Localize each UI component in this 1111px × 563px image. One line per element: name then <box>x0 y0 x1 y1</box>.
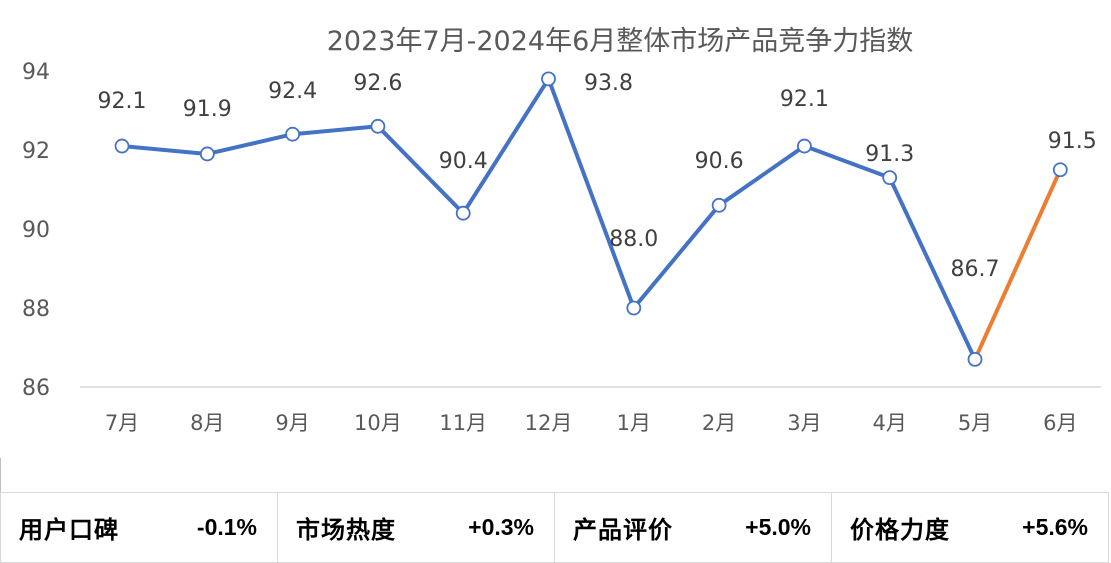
series-lines <box>120 76 1063 362</box>
series-segment <box>120 144 210 156</box>
series-segment <box>717 144 807 208</box>
data-point <box>882 170 898 186</box>
data-label: 88.0 <box>609 227 658 252</box>
data-label: 92.6 <box>353 71 402 96</box>
x-tick-label: 2月 <box>702 411 736 435</box>
metric-product-rating: 产品评价 +5.0% <box>555 493 832 562</box>
data-point <box>967 351 983 367</box>
x-tick-label: 1月 <box>617 411 651 435</box>
y-tick-label: 92 <box>22 139 50 164</box>
y-axis: 86 88 90 92 94 <box>22 60 50 401</box>
data-point <box>114 138 130 154</box>
y-tick-label: 94 <box>22 60 50 85</box>
x-tick-label: 6月 <box>1043 411 1077 435</box>
x-tick-label: 11月 <box>439 411 487 435</box>
x-axis: 7月 8月 9月 10月 11月 12月 1月 2月 3月 4月 5月 6月 <box>105 411 1078 435</box>
metric-label: 产品评价 <box>573 516 673 544</box>
x-tick-label: 7月 <box>105 411 139 435</box>
data-point <box>370 118 386 134</box>
data-label: 92.1 <box>780 87 829 112</box>
metric-user-reputation: 用户口碑 -0.1% <box>0 493 278 562</box>
x-tick-label: 10月 <box>354 411 402 435</box>
x-tick-label: 9月 <box>275 411 309 435</box>
metric-label: 市场热度 <box>296 516 396 544</box>
metric-value: +5.0% <box>745 514 811 540</box>
series-segment <box>887 175 977 362</box>
y-tick-label: 88 <box>22 297 50 322</box>
data-label: 91.5 <box>1048 129 1097 154</box>
chart-area: 2023年7月-2024年6月整体市场产品竞争力指数 86 88 90 92 94 7月… <box>22 26 1101 435</box>
series-segment <box>290 124 380 137</box>
frame-edge <box>0 458 1 492</box>
series-segment <box>631 203 722 310</box>
series-segment <box>546 76 636 310</box>
data-label: 93.8 <box>584 71 633 96</box>
data-point <box>711 197 727 213</box>
metric-price-strength: 价格力度 +5.6% <box>832 493 1109 562</box>
data-point <box>626 300 642 316</box>
line-chart: 2023年7月-2024年6月整体市场产品竞争力指数 86 88 90 92 94 7月… <box>22 26 1101 435</box>
data-label: 90.4 <box>439 149 488 174</box>
series-segment <box>205 132 295 156</box>
y-tick-label: 90 <box>22 218 50 243</box>
x-tick-label: 12月 <box>525 411 573 435</box>
data-label: 91.9 <box>183 97 232 122</box>
data-point <box>1052 162 1068 178</box>
data-label: 92.1 <box>98 89 147 114</box>
data-label: 90.6 <box>695 149 744 174</box>
data-point <box>199 146 215 162</box>
x-tick-label: 3月 <box>787 411 821 435</box>
highlight-segment <box>973 167 1063 362</box>
metric-value: -0.1% <box>196 514 257 540</box>
data-point <box>541 71 556 87</box>
x-tick-label: 8月 <box>190 411 224 435</box>
data-point <box>797 138 812 154</box>
data-label: 86.7 <box>951 257 1000 282</box>
metric-label: 价格力度 <box>850 516 950 544</box>
data-label: 92.4 <box>268 79 317 104</box>
metric-value: +5.6% <box>1022 514 1088 540</box>
metric-label: 用户口碑 <box>19 516 119 544</box>
series-segment <box>461 76 551 216</box>
data-point <box>455 205 471 221</box>
data-point <box>285 126 301 142</box>
y-tick-label: 86 <box>22 376 50 401</box>
data-labels: 92.1 91.9 92.4 92.6 90.4 93.8 88.0 90.6 92.1 91.3… <box>98 71 1097 282</box>
x-tick-label: 4月 <box>873 411 907 435</box>
metric-value: +0.3% <box>468 514 534 540</box>
series-segment <box>375 124 466 216</box>
data-points <box>114 71 1068 367</box>
drop-lines <box>121 85 1062 387</box>
metric-market-heat: 市场热度 +0.3% <box>278 493 555 562</box>
metrics-bar: 用户口碑 -0.1% 市场热度 +0.3% 产品评价 +5.0% 价格力度 +5… <box>0 492 1109 563</box>
data-label: 91.3 <box>865 142 914 167</box>
x-tick-label: 5月 <box>958 411 992 435</box>
series-segment <box>802 144 892 180</box>
chart-title: 2023年7月-2024年6月整体市场产品竞争力指数 <box>327 26 914 57</box>
